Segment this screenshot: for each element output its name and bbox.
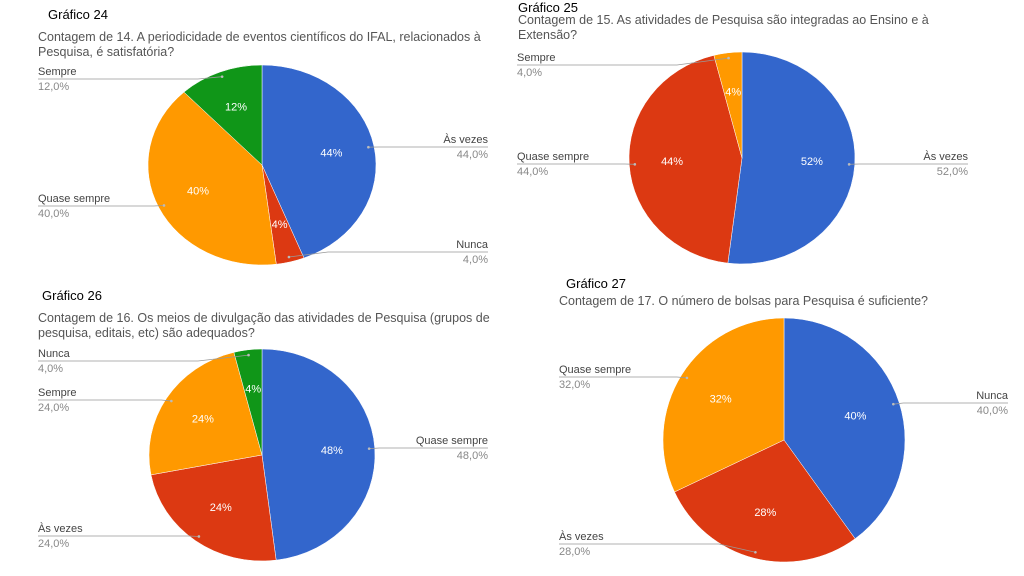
pie-slice: [662, 317, 785, 493]
legend-label: Às vezes: [443, 133, 488, 146]
leader-dot: [754, 550, 757, 554]
pie-slice: [783, 317, 906, 540]
leader-line: [369, 447, 488, 450]
leader-dot: [727, 56, 730, 60]
slice-label: 24%: [192, 414, 214, 426]
outer-value-label: 48,0%: [457, 450, 488, 462]
pie-slice: [183, 64, 263, 166]
pie-slice: [713, 51, 743, 159]
outer-value-label: 44,0%: [517, 166, 548, 178]
slice-label: 48%: [321, 445, 343, 457]
leader-dot: [220, 75, 224, 78]
leader-line: [38, 76, 223, 80]
leader-dot: [847, 163, 851, 166]
legend-label: Nunca: [38, 348, 71, 360]
pie-slice: [261, 64, 377, 259]
leader-dot: [633, 163, 637, 166]
outer-value-label: 40,0%: [977, 405, 1008, 417]
legend-label: Às vezes: [559, 530, 604, 543]
chart-label: Gráfico 27: [566, 276, 626, 291]
legend-label: Às vezes: [923, 150, 968, 163]
leader-dot: [367, 145, 370, 149]
chart-label: Gráfico 25: [518, 0, 578, 15]
outer-value-label: 44,0%: [457, 149, 488, 161]
slice-label: 28%: [754, 507, 776, 519]
legend-label: Quase sempre: [416, 435, 488, 447]
leader-line: [38, 354, 249, 362]
slice-label: 4%: [245, 384, 261, 396]
slice-label: 4%: [272, 219, 288, 231]
leader-line: [38, 399, 172, 402]
legend-label: Sempre: [38, 387, 77, 399]
outer-value-label: 4,0%: [517, 67, 542, 79]
leader-dot: [892, 402, 895, 406]
legend-label: Quase sempre: [38, 193, 110, 205]
outer-value-label: 52,0%: [937, 166, 968, 178]
leader-line: [288, 251, 488, 258]
outer-value-label: 40,0%: [38, 208, 69, 220]
outer-value-label: 32,0%: [559, 379, 590, 391]
pie-slice: [147, 91, 277, 266]
leader-line: [559, 543, 756, 553]
slice-label: 44%: [661, 156, 683, 168]
legend-label: Quase sempre: [559, 364, 631, 376]
legend-label: Nunca: [976, 390, 1009, 402]
slice-label: 44%: [320, 147, 342, 159]
pie-slice: [261, 348, 376, 561]
slice-label: 32%: [710, 393, 732, 405]
legend-label: Quase sempre: [517, 151, 589, 163]
pie-slice: [628, 55, 743, 264]
leader-dot: [247, 353, 250, 357]
slice-label: 24%: [210, 502, 232, 514]
slice-label: 40%: [187, 185, 209, 197]
chart-label: Gráfico 26: [42, 288, 102, 303]
legend-label: Sempre: [38, 66, 77, 78]
leader-dot: [685, 376, 689, 380]
outer-value-label: 12,0%: [38, 81, 69, 93]
leader-dot: [170, 399, 173, 403]
pie-slice: [674, 439, 856, 563]
legend-label: Nunca: [456, 239, 489, 251]
pie-slice: [148, 352, 263, 476]
outer-value-label: 24,0%: [38, 402, 69, 414]
leader-line: [38, 205, 165, 207]
chart-title: Contagem de 14. A periodicidade de event…: [38, 30, 481, 59]
chart-title: Contagem de 16. Os meios de divulgação d…: [38, 311, 490, 340]
slice-label: 40%: [844, 411, 866, 423]
chart-label: Gráfico 24: [48, 7, 108, 22]
slice-label: 12%: [225, 101, 247, 113]
outer-value-label: 4,0%: [463, 254, 488, 266]
chart-title: Contagem de 15. As atividades de Pesquis…: [518, 13, 929, 42]
leader-dot: [162, 204, 166, 207]
leader-dot: [287, 255, 291, 259]
chart-title: Contagem de 17. O número de bolsas para …: [559, 294, 928, 308]
outer-value-label: 24,0%: [38, 538, 69, 550]
leader-line: [893, 402, 1008, 405]
outer-value-label: 4,0%: [38, 363, 63, 375]
legend-label: Às vezes: [38, 522, 83, 535]
leader-line: [517, 57, 729, 66]
pie-slice: [727, 51, 856, 265]
pie-slice: [150, 454, 277, 562]
leader-dot: [367, 447, 371, 450]
slice-label: 4%: [725, 87, 741, 99]
legend-label: Sempre: [517, 52, 556, 64]
leader-dot: [197, 535, 201, 538]
pie-slice: [233, 348, 263, 456]
leader-line: [559, 376, 687, 379]
outer-value-label: 28,0%: [559, 546, 590, 558]
slice-label: 52%: [801, 156, 823, 168]
